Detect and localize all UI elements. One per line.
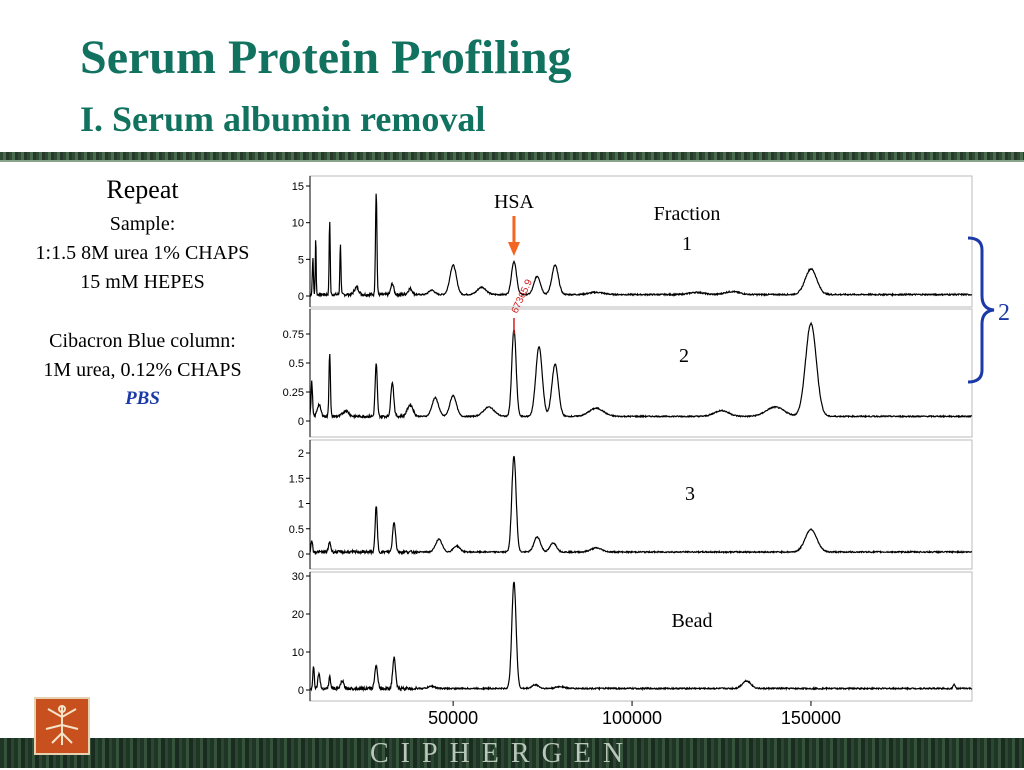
- panel-label: Bead: [671, 610, 712, 632]
- spectrum-panel: 0 0.5 1 1.5 2 3: [289, 439, 973, 570]
- y-tick-label: 0.75: [283, 329, 304, 341]
- y-tick-label: 10: [292, 647, 304, 659]
- y-tick-label: 20: [292, 609, 304, 621]
- y-tick-label: 0.5: [289, 358, 304, 370]
- y-tick-label: 30: [292, 571, 304, 583]
- x-tick-label: 100000: [602, 708, 662, 728]
- y-tick-label: 1.5: [289, 473, 304, 485]
- spectrum-trace: [309, 455, 973, 556]
- spectrum-trace: [309, 321, 973, 420]
- y-tick-label: 10: [292, 218, 304, 230]
- y-tick-label: 15: [292, 181, 304, 193]
- spectrum-trace: [309, 193, 973, 299]
- y-tick-label: 2: [298, 448, 304, 460]
- panel-label: 2: [679, 345, 689, 367]
- hsa-label: HSA: [494, 191, 535, 213]
- sample-line-1: Sample:: [109, 213, 176, 235]
- header-divider-line: [0, 160, 1024, 162]
- y-tick-label: 5: [298, 254, 304, 266]
- column-line-1: Cibacron Blue column:: [49, 330, 236, 352]
- panel-frame: [309, 439, 973, 570]
- panel-frame: [309, 175, 973, 308]
- bracket-icon: [967, 236, 995, 384]
- bracket-label: 2: [998, 300, 1010, 326]
- sample-line-3: 15 mM HEPES: [80, 271, 205, 293]
- page-title: Serum Protein Profiling: [80, 31, 572, 84]
- logo-icon: [34, 697, 90, 755]
- sample-line-2: 1:1.5 8M urea 1% CHAPS: [35, 242, 250, 264]
- y-tick-label: 0.25: [283, 387, 304, 399]
- y-tick-label: 0.5: [289, 524, 304, 536]
- y-tick-label: 0: [298, 685, 304, 697]
- column-line-2: 1M urea, 0.12% CHAPS: [43, 359, 242, 381]
- panel-frame: [309, 308, 973, 438]
- repeat-label: Repeat: [106, 175, 179, 204]
- footer-band: [0, 738, 1024, 768]
- y-tick-label: 1: [298, 499, 304, 511]
- brand-wordmark: CIPHERGEN: [370, 738, 636, 769]
- y-tick-label: 0: [298, 291, 304, 303]
- y-tick-label: 0: [298, 549, 304, 561]
- spectra-chart: 051015Fraction100.250.50.75200.511.52301…: [283, 175, 1010, 728]
- x-tick-label: 150000: [781, 708, 841, 728]
- panel-label: 3: [685, 483, 695, 505]
- panel-label: Fraction: [654, 203, 721, 225]
- spectrum-trace: [309, 581, 973, 693]
- x-tick-label: 50000: [428, 708, 478, 728]
- panel-frame: [309, 571, 973, 702]
- spectrum-panel: 0 0.25 0.5 0.75 2: [283, 308, 973, 438]
- spectrum-panel: 0 10 20 30 Bead: [292, 571, 973, 702]
- hsa-arrow-head: [507, 242, 520, 256]
- y-tick-label: 0: [298, 416, 304, 428]
- page-subtitle: I. Serum albumin removal: [80, 99, 486, 139]
- header-divider: [0, 152, 1024, 160]
- method-notes: Repeat Sample: 1:1.5 8M urea 1% CHAPS 15…: [0, 170, 285, 413]
- panel-label: 1: [682, 233, 692, 255]
- spectrum-panel: 0 5 10 15 Fraction 1: [292, 175, 973, 308]
- pbs-label: PBS: [125, 388, 160, 409]
